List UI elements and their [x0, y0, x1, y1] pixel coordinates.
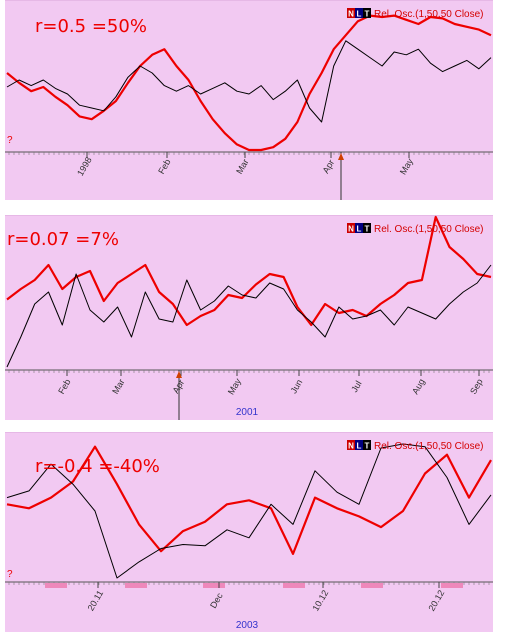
legend-badge-box — [355, 8, 363, 18]
price-series-line — [6, 40, 492, 123]
question-mark: ? — [7, 135, 13, 146]
legend-badge-box — [363, 8, 371, 18]
chart-panel-3: 20.11 Dec 10.12 20.12? r=-0.4 =-40% N L T Rel. O… — [5, 432, 493, 632]
axis-marker — [283, 583, 305, 588]
oscillator-series-line — [6, 215, 492, 327]
oscillator-series-line — [6, 14, 492, 152]
legend-badge-letter: T — [365, 225, 370, 234]
x-tick-label: Jul — [349, 379, 363, 394]
axis-marker — [203, 583, 225, 588]
chart-svg-3: 20.11 Dec 10.12 20.12?r=-0.4 =-40%N L T Rel. O… — [5, 432, 493, 632]
axis-marker — [361, 583, 383, 588]
legend-badge-letter: T — [365, 442, 370, 451]
correlation-annotation: r=0.5 =50% — [35, 16, 147, 37]
legend-label: Rel. Osc.(1,50,50 Close) — [374, 441, 484, 452]
legend-badge-letter: N — [348, 225, 354, 234]
oscillator-series-line — [6, 445, 492, 556]
chart-svg-1: 1998 Feb Mar Apr May?r=0.5 =50%N L T Rel. Osc.(… — [5, 0, 493, 200]
legend-badge-box — [363, 440, 371, 450]
axis-marker — [45, 583, 67, 588]
legend-badge-letter: L — [357, 225, 362, 234]
legend-badge-letter: T — [365, 10, 370, 19]
date-marker-arrow-icon — [176, 371, 182, 378]
chart-panel-2: Feb Mar Apr May Jun Jul Aug Sep r=0.07 =7% N L T Rel… — [5, 215, 493, 420]
legend-badge-box — [355, 440, 363, 450]
legend-badge-box — [355, 223, 363, 233]
price-series-line — [6, 264, 492, 368]
legend-badge-letter: N — [348, 10, 354, 19]
legend-badge-box — [347, 440, 355, 450]
year-label: 2001 — [236, 407, 259, 418]
legend-badge-letter: L — [357, 442, 362, 451]
price-series-line — [6, 443, 492, 579]
axis-marker — [441, 583, 463, 588]
legend-badge-box — [347, 223, 355, 233]
chart-panel-1: 1998 Feb Mar Apr May? r=0.5 =50% N L T Rel. Osc.(… — [5, 0, 493, 200]
legend-badge-letter: L — [357, 10, 362, 19]
legend-badge-letter: N — [348, 442, 354, 451]
chart-background — [5, 215, 493, 420]
correlation-annotation: r=0.07 =7% — [7, 229, 119, 250]
chart-background — [5, 0, 493, 200]
question-mark: ? — [7, 569, 13, 580]
legend-badge-box — [347, 8, 355, 18]
legend-label: Rel. Osc.(1,50,50 Close) — [374, 224, 484, 235]
legend-label: Rel. Osc.(1,50,50 Close) — [374, 9, 484, 20]
axis-marker — [125, 583, 147, 588]
year-label: 2003 — [236, 620, 259, 631]
correlation-annotation: r=-0.4 =-40% — [35, 456, 160, 477]
date-marker-arrow-icon — [338, 153, 344, 160]
chart-background — [5, 432, 493, 632]
legend-badge-box — [363, 223, 371, 233]
